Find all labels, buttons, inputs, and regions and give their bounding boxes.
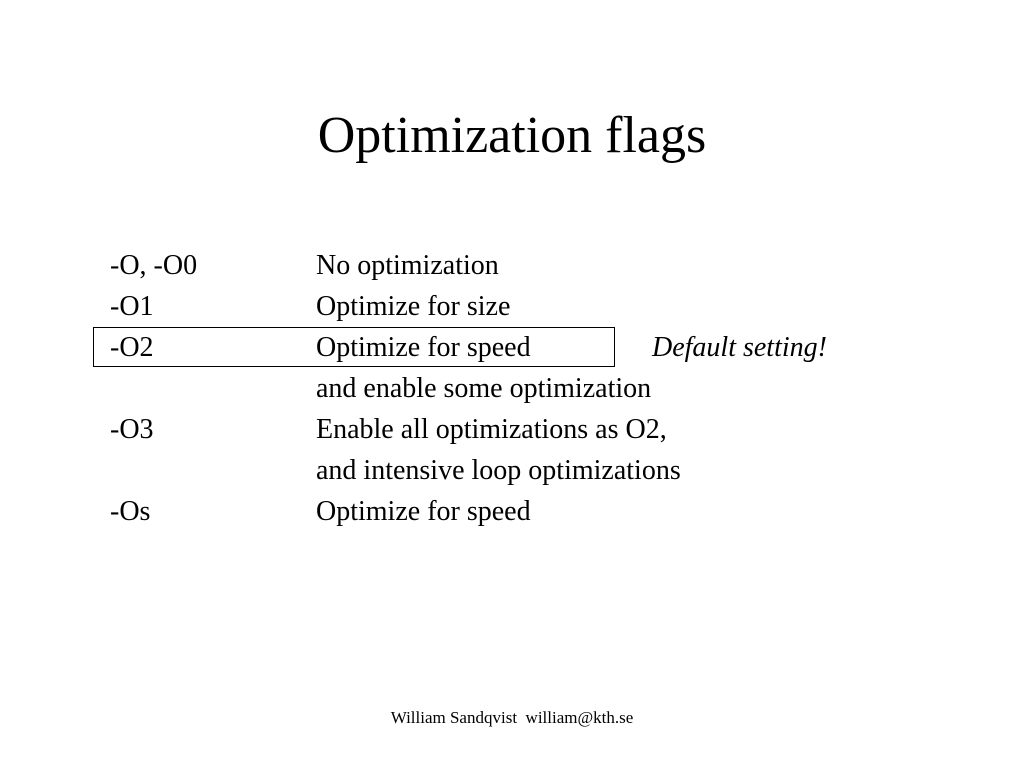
- flag-name: -O2: [110, 332, 154, 363]
- flag-name: -O3: [110, 414, 154, 445]
- slide-title: Optimization flags: [317, 107, 707, 164]
- flag-description: Optimize for size: [316, 291, 511, 322]
- flag-description: No optimization: [316, 250, 499, 281]
- flag-description: Enable all optimizations as O2,: [316, 414, 667, 445]
- flag-description: and enable some optimization: [316, 373, 652, 404]
- flag-description: Optimize for speed: [316, 496, 531, 527]
- flag-description: Optimize for speed: [316, 332, 531, 363]
- flag-name: -Os: [110, 496, 151, 527]
- default-flag-highlight-box: [93, 327, 615, 367]
- flag-name: -O, -O0: [110, 250, 198, 281]
- flag-name: -O1: [110, 291, 154, 322]
- footer-author: William Sandqvist william@kth.se: [390, 708, 634, 727]
- flag-description: and intensive loop optimizations: [316, 455, 681, 486]
- default-setting-note: Default setting!: [652, 332, 827, 363]
